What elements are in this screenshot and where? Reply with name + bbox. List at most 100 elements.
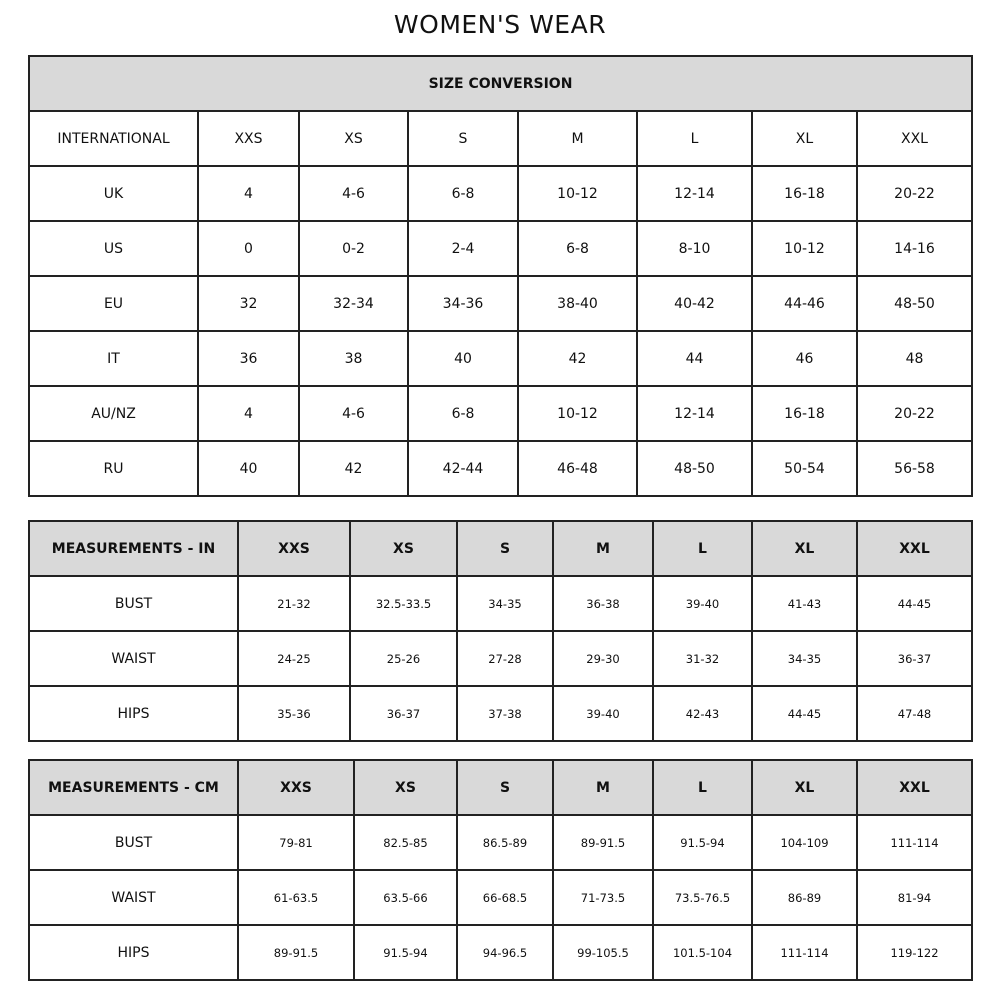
value-cell: 46-48	[517, 440, 638, 497]
header-cell: S	[456, 520, 554, 577]
table-row: US 0 0-2 2-4 6-8 8-10 10-12 14-16	[28, 220, 973, 277]
table-row: BUST 21-32 32.5-33.5 34-35 36-38 39-40 41-43 44…	[28, 575, 973, 632]
value-cell: 6-8	[407, 385, 519, 442]
row-label: EU	[28, 275, 199, 332]
value-cell: 32-34	[298, 275, 409, 332]
value-cell: 21-32	[237, 575, 351, 632]
row-label: BUST	[28, 814, 239, 871]
table-row: EU 32 32-34 34-36 38-40 40-42 44-46 48-50	[28, 275, 973, 332]
value-cell: 47-48	[856, 685, 973, 742]
row-label: IT	[28, 330, 199, 387]
value-cell: 6-8	[517, 220, 638, 277]
value-cell: 111-114	[751, 924, 858, 981]
table-row: HIPS 89-91.5 91.5-94 94-96.5 99-105.5 101.5-1…	[28, 924, 973, 981]
table-row: IT 36 38 40 42 44 46 48	[28, 330, 973, 387]
header-cell: XXL	[856, 759, 973, 816]
table-row: WAIST 24-25 25-26 27-28 29-30 31-32 34-35 36-37	[28, 630, 973, 687]
value-cell: 2-4	[407, 220, 519, 277]
value-cell: 10-12	[751, 220, 858, 277]
value-cell: 39-40	[552, 685, 654, 742]
value-cell: 10-12	[517, 165, 638, 222]
header-cell: XXS	[237, 759, 355, 816]
table-heading: SIZE CONVERSION	[28, 55, 973, 112]
value-cell: 73.5-76.5	[652, 869, 753, 926]
header-row: MEASUREMENTS - CM XXS XS S M L XL XXL	[28, 759, 973, 816]
value-cell: 46	[751, 330, 858, 387]
value-cell: 61-63.5	[237, 869, 355, 926]
value-cell: 86-89	[751, 869, 858, 926]
header-cell: INTERNATIONAL	[28, 110, 199, 167]
value-cell: 56-58	[856, 440, 973, 497]
header-row: MEASUREMENTS - IN XXS XS S M L XL XXL	[28, 520, 973, 577]
value-cell: 35-36	[237, 685, 351, 742]
value-cell: 10-12	[517, 385, 638, 442]
measurements-in-table: MEASUREMENTS - IN XXS XS S M L XL XXL BUST 21-32 3…	[28, 520, 973, 742]
value-cell: 119-122	[856, 924, 973, 981]
header-cell: XS	[353, 759, 458, 816]
value-cell: 40	[197, 440, 300, 497]
value-cell: 79-81	[237, 814, 355, 871]
table-row: RU 40 42 42-44 46-48 48-50 50-54 56-58	[28, 440, 973, 497]
value-cell: 89-91.5	[552, 814, 654, 871]
value-cell: 86.5-89	[456, 814, 554, 871]
value-cell: 44-45	[856, 575, 973, 632]
value-cell: 66-68.5	[456, 869, 554, 926]
value-cell: 4	[197, 385, 300, 442]
value-cell: 31-32	[652, 630, 753, 687]
row-label: AU/NZ	[28, 385, 199, 442]
value-cell: 32.5-33.5	[349, 575, 458, 632]
value-cell: 27-28	[456, 630, 554, 687]
value-cell: 6-8	[407, 165, 519, 222]
value-cell: 16-18	[751, 165, 858, 222]
value-cell: 81-94	[856, 869, 973, 926]
value-cell: 94-96.5	[456, 924, 554, 981]
header-cell: XXL	[856, 110, 973, 167]
value-cell: 63.5-66	[353, 869, 458, 926]
value-cell: 20-22	[856, 385, 973, 442]
value-cell: 99-105.5	[552, 924, 654, 981]
value-cell: 12-14	[636, 385, 753, 442]
row-label: US	[28, 220, 199, 277]
header-row: INTERNATIONAL XXS XS S M L XL XXL	[28, 110, 973, 167]
value-cell: 34-35	[751, 630, 858, 687]
table-row: BUST 79-81 82.5-85 86.5-89 89-91.5 91.5-94 104…	[28, 814, 973, 871]
header-cell: M	[552, 759, 654, 816]
header-cell: XL	[751, 759, 858, 816]
value-cell: 89-91.5	[237, 924, 355, 981]
value-cell: 36-37	[349, 685, 458, 742]
value-cell: 34-36	[407, 275, 519, 332]
value-cell: 111-114	[856, 814, 973, 871]
value-cell: 0-2	[298, 220, 409, 277]
value-cell: 4-6	[298, 165, 409, 222]
value-cell: 34-35	[456, 575, 554, 632]
header-cell: L	[652, 520, 753, 577]
value-cell: 48-50	[856, 275, 973, 332]
header-cell: XS	[349, 520, 458, 577]
header-cell: S	[456, 759, 554, 816]
value-cell: 82.5-85	[353, 814, 458, 871]
value-cell: 41-43	[751, 575, 858, 632]
value-cell: 40-42	[636, 275, 753, 332]
heading-row: SIZE CONVERSION	[28, 55, 973, 112]
row-label: BUST	[28, 575, 239, 632]
measurements-cm-table: MEASUREMENTS - CM XXS XS S M L XL XXL BUST 79-81 8…	[28, 759, 973, 981]
page-title: WOMEN'S WEAR	[393, 10, 607, 39]
value-cell: 48	[856, 330, 973, 387]
value-cell: 0	[197, 220, 300, 277]
row-label: UK	[28, 165, 199, 222]
value-cell: 38-40	[517, 275, 638, 332]
value-cell: 48-50	[636, 440, 753, 497]
value-cell: 39-40	[652, 575, 753, 632]
value-cell: 42-44	[407, 440, 519, 497]
value-cell: 44-46	[751, 275, 858, 332]
value-cell: 29-30	[552, 630, 654, 687]
row-label: WAIST	[28, 630, 239, 687]
value-cell: 14-16	[856, 220, 973, 277]
value-cell: 16-18	[751, 385, 858, 442]
value-cell: 42	[517, 330, 638, 387]
row-label: WAIST	[28, 869, 239, 926]
value-cell: 71-73.5	[552, 869, 654, 926]
header-cell: XS	[298, 110, 409, 167]
value-cell: 25-26	[349, 630, 458, 687]
value-cell: 44	[636, 330, 753, 387]
